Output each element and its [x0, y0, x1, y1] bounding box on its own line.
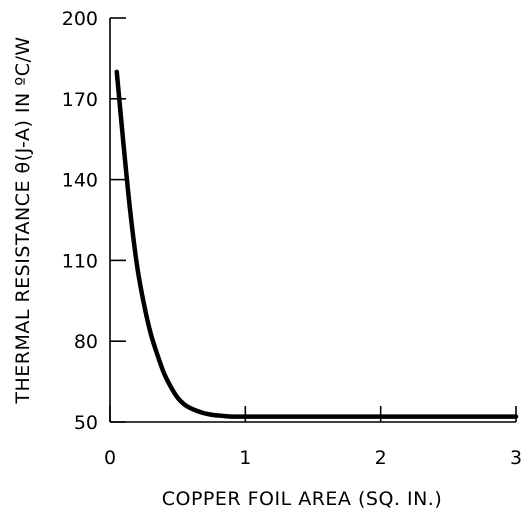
axes	[109, 18, 516, 423]
x-tick-label: 2	[375, 447, 387, 469]
y-tick-label: 110	[62, 250, 98, 272]
y-tick-label: 200	[62, 8, 98, 30]
x-axis-title: COPPER FOIL AREA (SQ. IN.)	[162, 488, 443, 510]
y-tick-label: 170	[62, 89, 98, 111]
x-tick-label: 1	[239, 447, 251, 469]
ticks: 50 80 110 140 170 200 0 1 2 3	[62, 8, 522, 469]
x-tick-label: 3	[510, 447, 522, 469]
series-line	[114, 69, 519, 419]
y-axis-title: THERMAL RESISTANCE θ(J-A) IN ºC/W	[12, 36, 34, 404]
x-tick-label: 0	[104, 447, 116, 469]
y-tick-label: 140	[62, 170, 98, 192]
y-tick-label: 80	[74, 331, 98, 353]
series	[114, 69, 519, 419]
y-tick-label: 50	[74, 412, 98, 434]
